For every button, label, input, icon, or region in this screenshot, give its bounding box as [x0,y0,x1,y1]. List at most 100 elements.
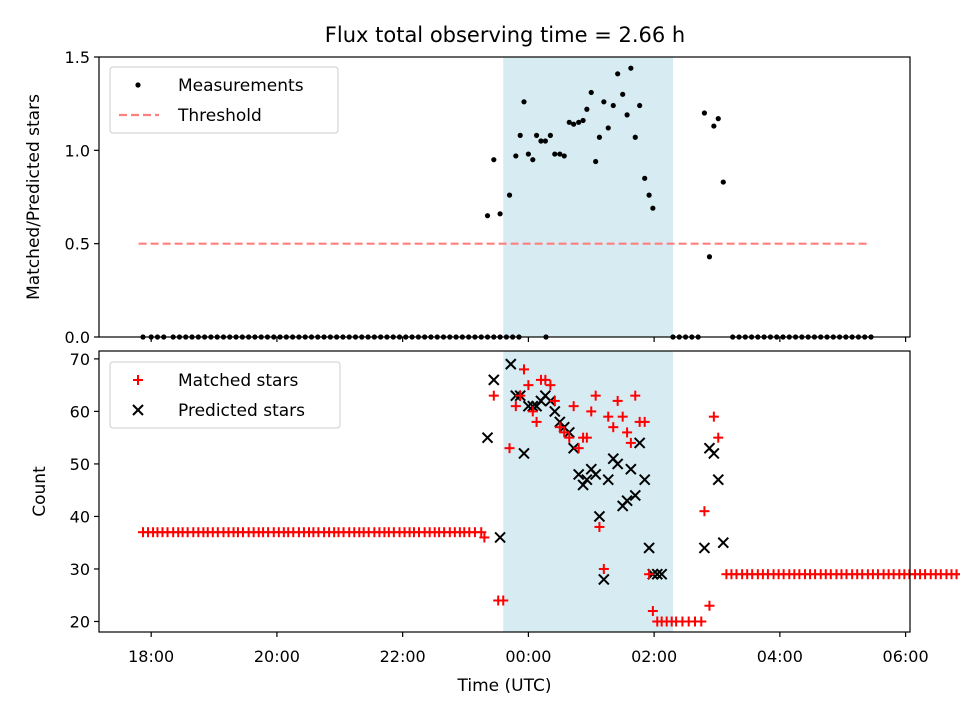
x-tick-label: 04:00 [757,647,803,666]
matched-star-point [699,506,710,517]
matched-star-point [510,401,521,412]
legend-box [109,361,341,429]
matched-star-point [617,411,628,422]
measurement-point [642,175,648,181]
chart-title: Flux total observing time = 2.66 h [325,23,685,47]
predicted-star-stroke [708,447,720,460]
measurement-point [552,151,558,157]
top-y-axis-label: Matched/Predicted stars [24,94,44,300]
measurement-point [580,117,586,124]
top-observing-span [503,57,673,337]
predicted-star-stroke [638,473,651,486]
legend-dot-marker [135,82,141,88]
matched-star-point [531,416,542,427]
measurement-point [596,134,603,140]
predicted-star-stroke [643,542,655,554]
predicted-star-point [708,447,720,460]
measurement-point [525,151,531,157]
predicted-star-stroke [527,400,539,412]
predicted-star-stroke [577,479,589,491]
x-tick-label: 02:00 [631,647,677,666]
measurement-point [650,205,656,211]
measurement-point [513,153,519,159]
measurement-point [566,119,572,125]
predicted-star-stroke [567,442,580,454]
measurement-point [646,192,652,198]
bottom-y-tick-label: 60 [70,402,90,421]
top-y-tick-label: 1.0 [65,141,90,160]
predicted-star-point [651,568,663,580]
top-y-tick-label: 0.0 [65,328,90,347]
matched-star-point [644,569,655,580]
bottom-observing-span [503,351,673,632]
top-panel: 0.0 0.5 1.0 1.5 Matched/Predicted stars Mea… [24,48,911,347]
matched-star-point [594,521,605,532]
measurement-point [620,91,626,97]
matched-star-point [957,573,960,576]
bottom-y-tick-label: 70 [70,350,90,369]
measurement-point [491,157,497,163]
predicted-star-stroke [712,473,724,486]
predicted-star-stroke [589,468,602,481]
matched-star-point [708,411,719,422]
predicted-star-stroke [651,568,663,580]
matched-star-point [647,605,658,616]
predicted-star-stroke [581,473,593,486]
measurement-point [506,192,513,198]
matched-star-point [603,411,614,422]
bottom-y-tick-label: 30 [70,560,90,579]
measurement-point [517,132,523,138]
predicted-star-stroke [481,431,494,444]
predicted-star-point [698,542,711,554]
predicted-star-point [621,494,633,507]
matched-star-point [498,595,509,606]
matched-star-point [488,390,499,401]
measurement-point [593,158,599,165]
measurement-point [538,138,544,144]
measurement-point [632,134,638,140]
bottom-legend: Matched stars Predicted stars [109,361,341,429]
predicted-star-point [593,510,606,523]
measurement-point [547,132,553,138]
bottom-axes-frame [98,350,911,633]
matched-star-point [559,427,570,438]
matched-star-point [549,395,560,406]
predicted-star-stroke [625,463,637,475]
predicted-star-stroke [563,426,575,439]
matched-star-point [523,380,534,391]
matched-star-point [713,432,724,443]
measurement-point [701,110,708,116]
predicted-star-stroke [522,400,535,412]
predicted-star-point [494,531,506,544]
legend-label: Matched stars [178,371,298,391]
bottom-y-axis-label: Count [30,466,50,517]
predicted-star-stroke [611,458,624,470]
predicted-star-point [589,468,602,481]
legend-x-marker [132,404,144,416]
matched-star-point [527,406,538,417]
predicted-star-point [527,400,539,412]
matched-star-point [590,390,601,401]
matched-star-point [639,416,650,427]
predicted-star-point [567,442,580,454]
predicted-star-stroke [488,374,500,386]
x-tick-label: 00:00 [505,647,551,666]
predicted-star-point [643,542,655,554]
legend-label: Predicted stars [178,401,305,421]
bottom-y-tick-label: 20 [70,612,90,631]
measurement-point [561,153,567,159]
predicted-star-stroke [494,531,506,544]
bottom-y-tick-label: 50 [70,455,90,474]
matched-star-point [554,422,565,433]
matched-star-point [476,527,487,538]
measurement-point [584,106,590,112]
predicted-star-stroke [518,447,530,460]
observing-time-span [503,57,673,337]
matched-star-point [545,380,556,391]
matched-star-point [540,374,551,385]
measurement-point [542,138,548,144]
matched-star-point [704,600,715,611]
measurement-point [557,151,563,157]
matched-star-point [586,406,597,417]
x-axis-label: Time (UTC) [457,676,552,696]
